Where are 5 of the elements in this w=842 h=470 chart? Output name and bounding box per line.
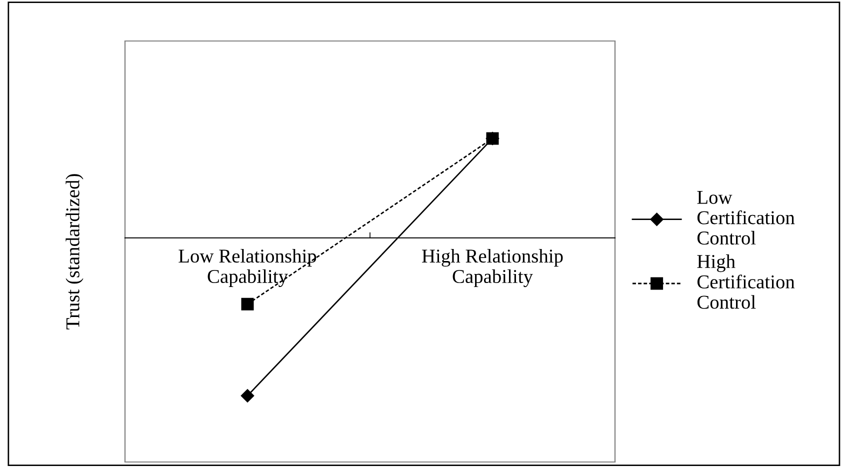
x-tick-label: Low Relationship Capability	[178, 248, 316, 288]
y-axis-title: Trust (standardized)	[66, 174, 84, 330]
legend-label: Low Certification Control	[697, 191, 795, 245]
x-tick-label: High Relationship Capability	[422, 248, 563, 288]
legend-label: High Certification Control	[697, 254, 795, 309]
